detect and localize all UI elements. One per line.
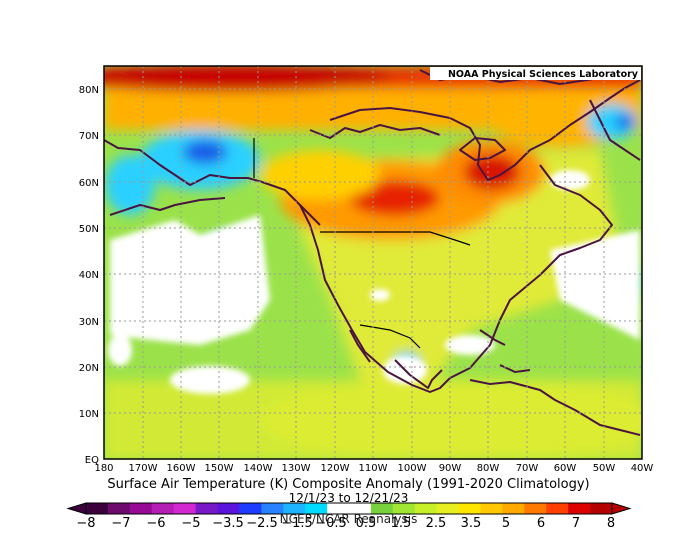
colorbar-labels: −8 −7 −6 −5 −3.5 −2.5 −1.5 −0.5 0.5 1.5 2.5 3.5 5 6 7 8 xyxy=(76,516,615,531)
colorbar-swatch xyxy=(195,503,218,514)
lon-label: 110W xyxy=(359,463,388,474)
colorbar-tick-label: 0.5 xyxy=(356,516,377,531)
colorbar-tick-label: 1.5 xyxy=(391,516,412,531)
credit-text: NOAA Physical Sciences Laboratory xyxy=(448,69,639,80)
lon-label: 140W xyxy=(244,463,273,474)
colorbar-swatch xyxy=(283,503,306,514)
lon-label: 160W xyxy=(167,463,196,474)
anomaly-blobs xyxy=(104,66,642,459)
map-field xyxy=(104,66,642,459)
lat-label: 10N xyxy=(79,409,99,420)
colorbar-swatch xyxy=(546,503,569,514)
colorbar-swatch xyxy=(502,503,525,514)
colorbar-frame xyxy=(85,502,613,515)
colorbar-tick-label: −3.5 xyxy=(212,516,244,531)
colorbar-tick-label: −0.5 xyxy=(315,516,347,531)
lon-label: 60W xyxy=(554,463,577,474)
lat-labels: 80N 70N 60N 50N 40N 30N 20N 10N EQ xyxy=(79,85,99,466)
lat-label: 50N xyxy=(79,224,99,235)
lat-label: EQ xyxy=(85,455,99,466)
source-label: NCEP/NCAR Reanalysis xyxy=(279,512,418,526)
lon-labels: 180 170W 160W 150W 140W 130W 120W 110W 1… xyxy=(94,463,653,474)
lat-label: 40N xyxy=(79,270,99,281)
map-title: Surface Air Temperature (K) Composite An… xyxy=(107,477,590,492)
colorbar-tick-label: −6 xyxy=(146,516,165,531)
colorbar-swatch xyxy=(370,503,394,514)
lon-label: 40W xyxy=(631,463,654,474)
colorbar-tick-label: 8 xyxy=(607,516,615,531)
date-range: 12/1/23 to 12/21/23 xyxy=(288,491,409,505)
lat-label: 20N xyxy=(79,363,99,374)
colorbar-swatch xyxy=(590,503,613,514)
lat-label: 70N xyxy=(79,131,99,142)
colorbar-swatch xyxy=(392,503,416,514)
colorbar-swatch xyxy=(305,503,328,514)
colorbar-tick-label: 7 xyxy=(572,516,580,531)
colorbar-swatch xyxy=(349,503,372,514)
colorbar-swatch xyxy=(217,503,240,514)
colorbar-swatch xyxy=(568,503,591,514)
colorbar-tick-label: −1.5 xyxy=(281,516,313,531)
graticule xyxy=(104,66,642,459)
colorbar-tick-label: −2.5 xyxy=(246,516,278,531)
colorbar-swatch xyxy=(107,503,131,514)
lon-label: 170W xyxy=(129,463,158,474)
lon-label: 90W xyxy=(439,463,462,474)
colorbar-swatch xyxy=(239,503,262,514)
lon-label: 130W xyxy=(282,463,311,474)
colorbar-tick-label: −5 xyxy=(181,516,200,531)
colorbar-tick-label: −8 xyxy=(76,516,95,531)
colorbar xyxy=(66,502,632,515)
colorbar-swatch xyxy=(480,503,503,514)
colorbar-swatch xyxy=(173,503,196,514)
lon-label: 50W xyxy=(593,463,616,474)
colorbar-tick-label: −7 xyxy=(111,516,130,531)
colorbar-tick-label: 6 xyxy=(537,516,545,531)
colorbar-swatch xyxy=(458,503,481,514)
map-frame xyxy=(103,65,643,460)
colorbar-swatch xyxy=(151,503,174,514)
borders xyxy=(253,138,471,349)
lon-label: 120W xyxy=(321,463,350,474)
lat-label: 80N xyxy=(79,85,99,96)
colorbar-swatch xyxy=(86,503,109,514)
lon-label: 100W xyxy=(398,463,427,474)
colorbar-swatch xyxy=(436,503,459,514)
lon-label: 150W xyxy=(205,463,234,474)
colorbar-swatch xyxy=(524,503,547,514)
lon-label: 80W xyxy=(477,463,500,474)
lon-label: 180 xyxy=(94,463,113,474)
colorbar-swatch xyxy=(327,503,350,514)
lon-label: 70W xyxy=(516,463,539,474)
colorbar-swatch xyxy=(129,503,153,514)
colorbar-tick-label: 2.5 xyxy=(426,516,447,531)
lat-label: 60N xyxy=(79,178,99,189)
colorbar-swatch xyxy=(261,503,284,514)
credit-box xyxy=(430,67,641,80)
colorbar-tick-label: 5 xyxy=(502,516,510,531)
colorbar-swatch xyxy=(414,503,437,514)
lat-label: 30N xyxy=(79,317,99,328)
colorbar-tick-label: 3.5 xyxy=(461,516,482,531)
